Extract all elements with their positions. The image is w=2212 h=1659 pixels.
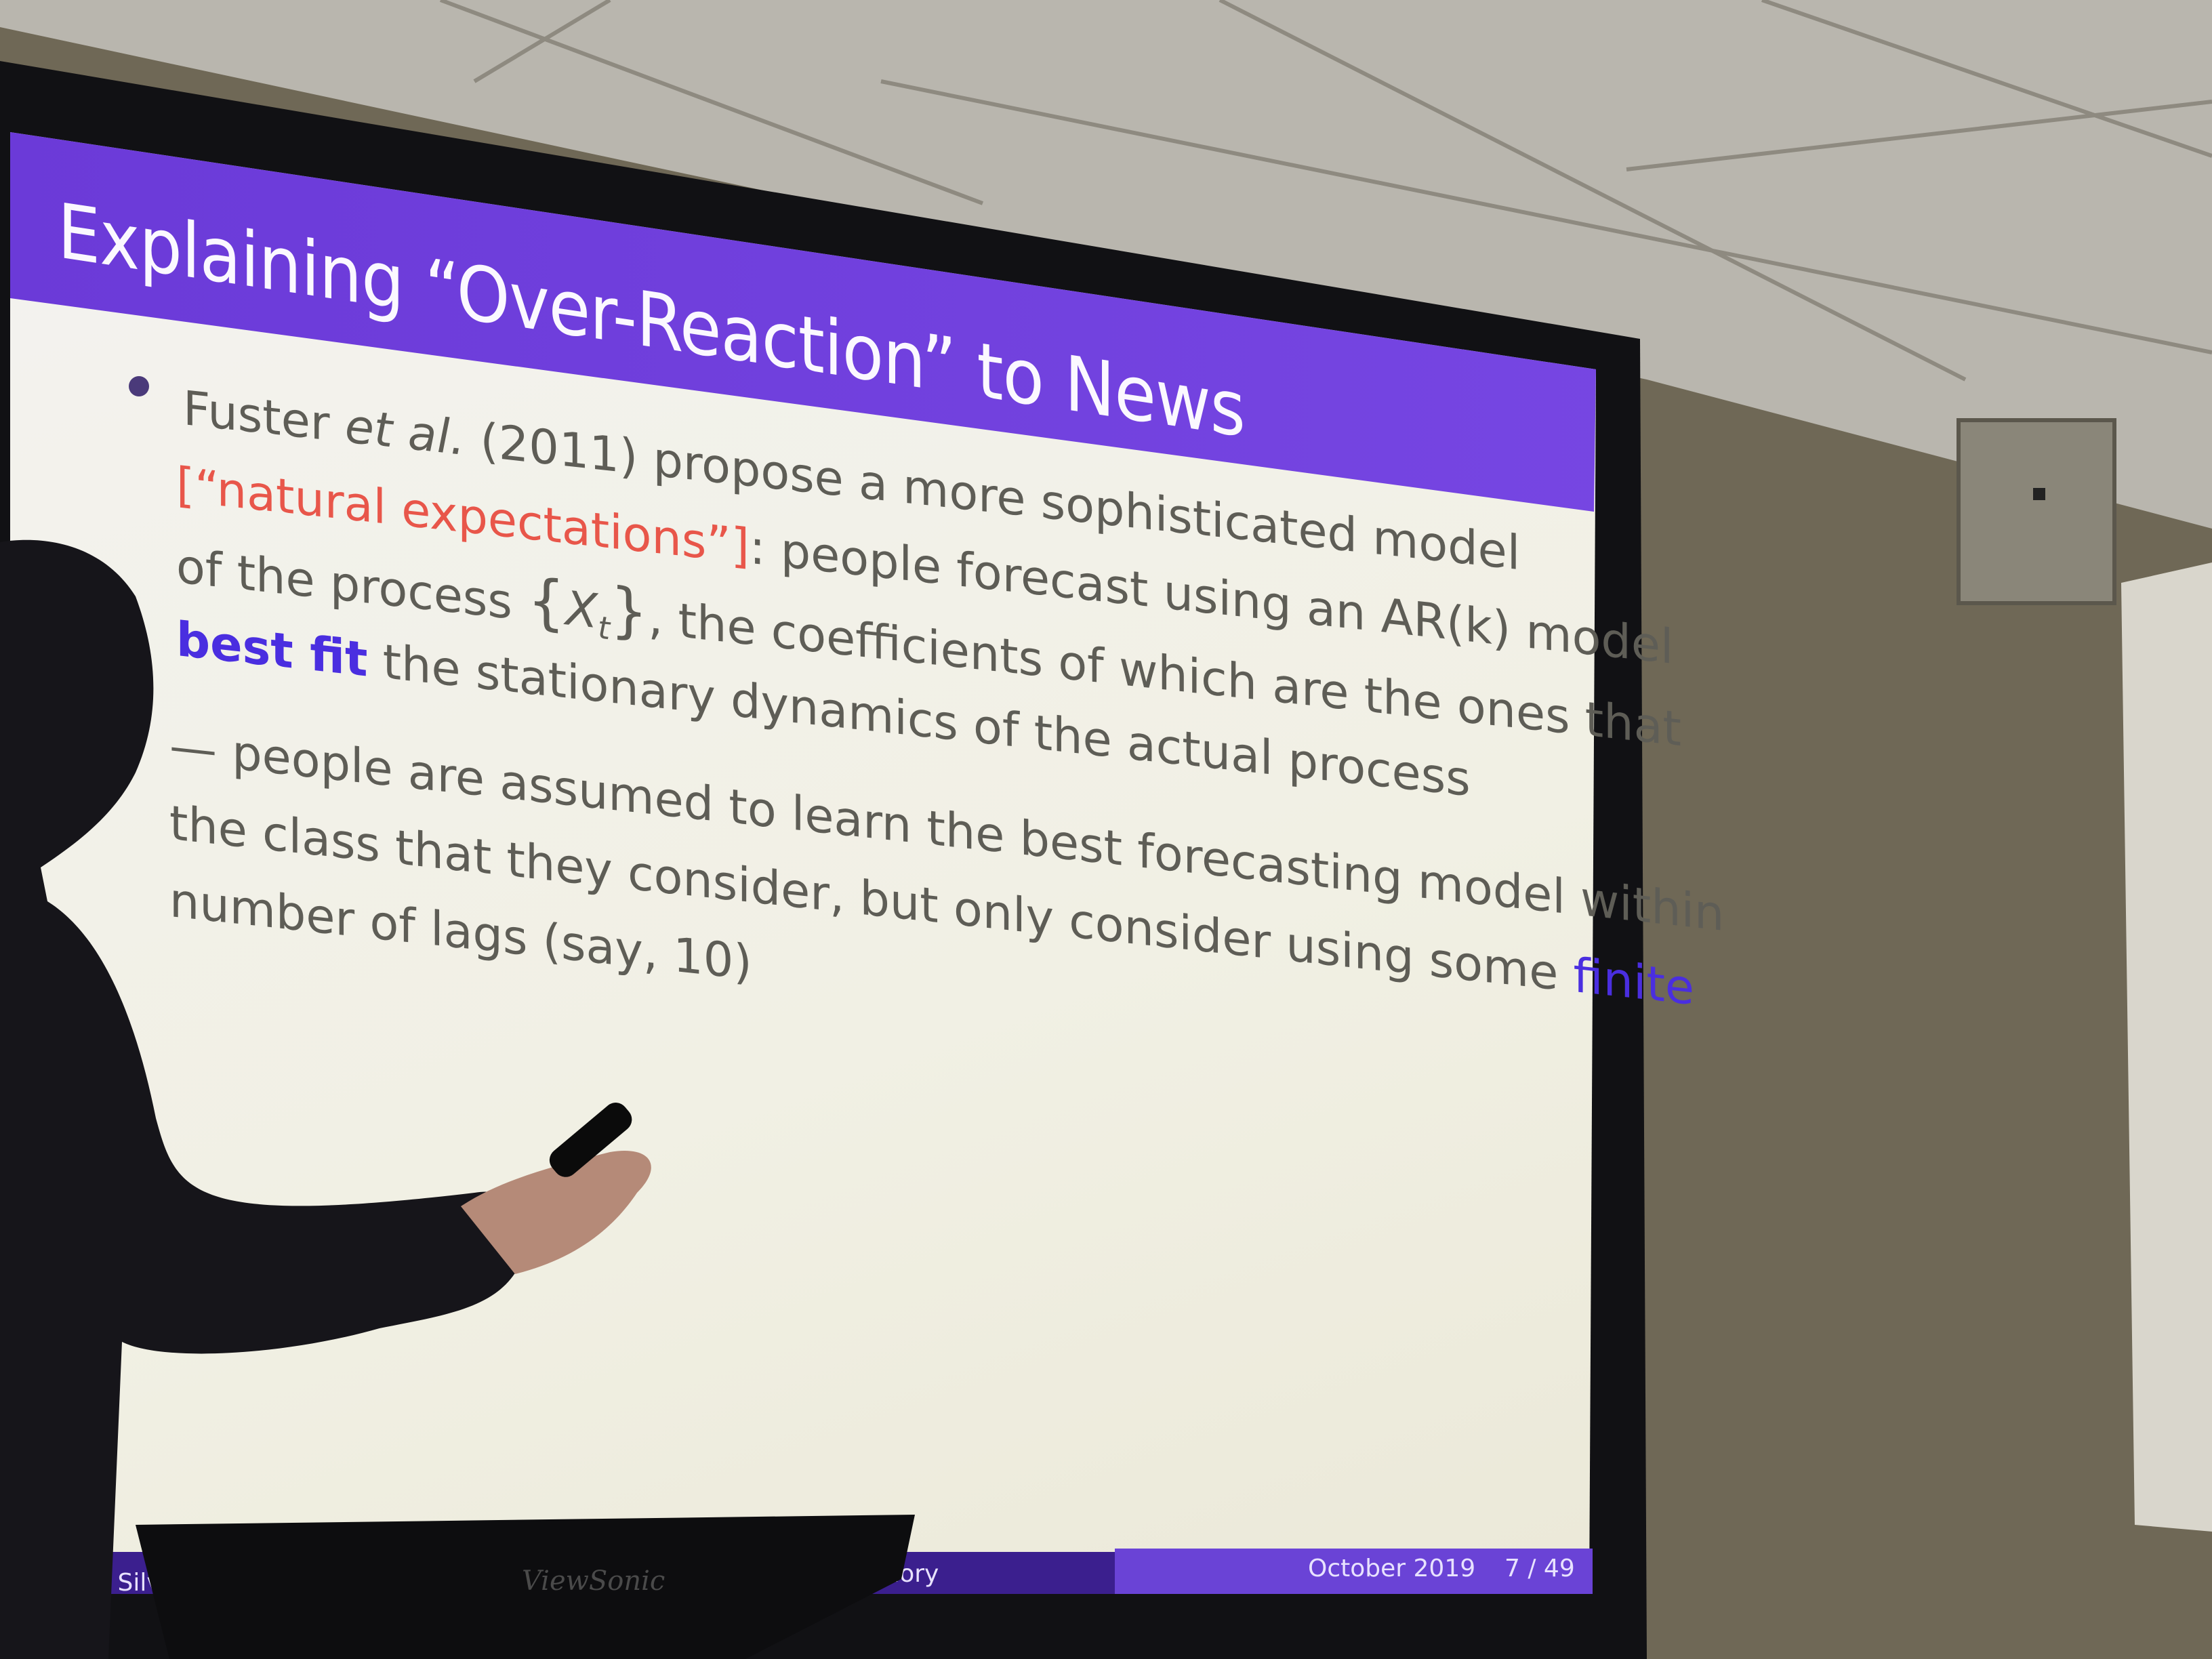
podium bbox=[136, 1515, 915, 1659]
speaker bbox=[1957, 418, 2116, 605]
podium-brand: ViewSonic bbox=[522, 1565, 665, 1597]
footer-date: October 2019 bbox=[1308, 1555, 1476, 1582]
whiteboard bbox=[2121, 562, 2212, 1532]
speaker-led bbox=[2033, 488, 2045, 500]
ceiling-grid bbox=[439, 0, 2212, 382]
bullet bbox=[129, 376, 149, 396]
presenter bbox=[0, 539, 529, 1659]
ceiling bbox=[0, 0, 2212, 529]
footer-page: 7 / 49 bbox=[1504, 1555, 1575, 1582]
clicker bbox=[549, 1103, 632, 1177]
hand bbox=[461, 1151, 651, 1274]
footer-right bbox=[1115, 1549, 1593, 1594]
